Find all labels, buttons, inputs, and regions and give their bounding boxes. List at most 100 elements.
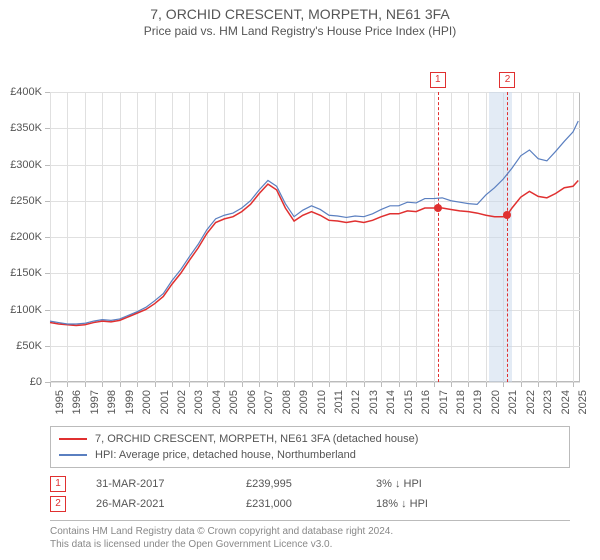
- gridline-v: [538, 92, 539, 382]
- gridline-v: [416, 92, 417, 382]
- x-axis-label: 2015: [403, 390, 415, 414]
- y-axis-label: £150K: [0, 267, 42, 279]
- gridline-v: [102, 92, 103, 382]
- chart-subtitle: Price paid vs. HM Land Registry's House …: [0, 22, 600, 42]
- x-axis-label: 1997: [89, 390, 101, 414]
- legend-item: 7, ORCHID CRESCENT, MORPETH, NE61 3FA (d…: [59, 431, 561, 447]
- footer-line-2: This data is licensed under the Open Gov…: [50, 538, 570, 551]
- x-axis-label: 2005: [228, 390, 240, 414]
- gridline-v: [242, 92, 243, 382]
- y-axis-label: £250K: [0, 195, 42, 207]
- chart-title: 7, ORCHID CRESCENT, MORPETH, NE61 3FA: [0, 0, 600, 22]
- legend-swatch: [59, 438, 87, 440]
- x-axis-label: 2013: [368, 390, 380, 414]
- x-axis-label: 2004: [211, 390, 223, 414]
- x-axis-label: 2011: [333, 390, 345, 414]
- gridline-v: [120, 92, 121, 382]
- gridline-v: [85, 92, 86, 382]
- legend-swatch: [59, 454, 87, 456]
- x-axis-label: 1996: [71, 390, 83, 414]
- sales-table: 131-MAR-2017£239,9953% ↓ HPI226-MAR-2021…: [50, 474, 570, 514]
- sale-row-marker: 1: [50, 476, 66, 492]
- x-axis-label: 1999: [124, 390, 136, 414]
- y-axis-label: £0: [0, 376, 42, 388]
- x-axis-label: 2023: [542, 390, 554, 414]
- sale-marker-box: 2: [499, 72, 515, 88]
- x-axis-label: 2010: [316, 390, 328, 414]
- gridline-v: [434, 92, 435, 382]
- footer-line-1: Contains HM Land Registry data © Crown c…: [50, 525, 570, 538]
- gridline-v: [277, 92, 278, 382]
- y-axis-label: £100K: [0, 304, 42, 316]
- gridline-v: [67, 92, 68, 382]
- sale-row: 2 26-MAR-2021 £231,000 18% ↓ HPI: [50, 494, 570, 514]
- x-axis-label: 2003: [193, 390, 205, 414]
- gridline-v: [294, 92, 295, 382]
- footer-attribution: Contains HM Land Registry data © Crown c…: [50, 520, 570, 551]
- x-axis-label: 2012: [350, 390, 362, 414]
- chart-area: £0 £50K £100K £150K £200K £250K £300K £350K £400…: [0, 42, 600, 422]
- gridline-v: [50, 92, 51, 382]
- gridline-v: [451, 92, 452, 382]
- gridline-v: [364, 92, 365, 382]
- x-axis-label: 1998: [106, 390, 118, 414]
- sale-row: 131-MAR-2017£239,9953% ↓ HPI: [50, 474, 570, 494]
- gridline-v: [381, 92, 382, 382]
- sale-marker-line: [507, 92, 508, 382]
- y-axis-label: £200K: [0, 231, 42, 243]
- gridline-v: [259, 92, 260, 382]
- gridline-v: [137, 92, 138, 382]
- legend-label: 7, ORCHID CRESCENT, MORPETH, NE61 3FA (d…: [95, 433, 418, 445]
- gridline-v: [573, 92, 574, 382]
- x-axis-label: 2021: [507, 390, 519, 414]
- legend-box: 7, ORCHID CRESCENT, MORPETH, NE61 3FA (d…: [50, 426, 570, 468]
- x-axis-label: 2002: [176, 390, 188, 414]
- legend-label: HPI: Average price, detached house, Nort…: [95, 449, 356, 461]
- gridline-v: [329, 92, 330, 382]
- y-axis-label: £400K: [0, 86, 42, 98]
- sale-row-delta: 3% ↓ HPI: [376, 478, 422, 490]
- sale-marker-box: 1: [430, 72, 446, 88]
- gridline-v: [189, 92, 190, 382]
- shaded-band: [489, 92, 512, 382]
- gridline-v: [155, 92, 156, 382]
- x-axis-label: 2000: [141, 390, 153, 414]
- gridline-v: [521, 92, 522, 382]
- gridline-v: [399, 92, 400, 382]
- x-axis-label: 2019: [472, 390, 484, 414]
- sale-row-marker: 2: [50, 496, 66, 512]
- gridline-v: [312, 92, 313, 382]
- x-axis-label: 2025: [577, 390, 589, 414]
- gridline-v: [207, 92, 208, 382]
- sale-row-price: £239,995: [246, 478, 346, 490]
- x-axis-label: 2024: [560, 390, 572, 414]
- gridline-v: [556, 92, 557, 382]
- gridline-v: [468, 92, 469, 382]
- y-axis-label: £350K: [0, 122, 42, 134]
- sale-row-date: 26-MAR-2021: [96, 498, 216, 510]
- gridline-v: [346, 92, 347, 382]
- gridline-h: [50, 382, 580, 383]
- x-axis-label: 2020: [490, 390, 502, 414]
- x-axis-label: 2018: [455, 390, 467, 414]
- x-axis-label: 2014: [385, 390, 397, 414]
- y-axis-label: £50K: [0, 340, 42, 352]
- sale-dot: [434, 204, 442, 212]
- x-axis-label: 1995: [54, 390, 66, 414]
- x-axis-label: 2016: [420, 390, 432, 414]
- sale-row-delta: 18% ↓ HPI: [376, 498, 428, 510]
- x-axis-label: 2001: [159, 390, 171, 414]
- x-axis-label: 2022: [525, 390, 537, 414]
- sale-row-price: £231,000: [246, 498, 346, 510]
- x-axis-label: 2007: [263, 390, 275, 414]
- x-axis-label: 2006: [246, 390, 258, 414]
- sale-dot: [503, 211, 511, 219]
- gridline-v: [224, 92, 225, 382]
- legend-item: HPI: Average price, detached house, Nort…: [59, 447, 561, 463]
- x-axis-label: 2008: [281, 390, 293, 414]
- x-axis-label: 2017: [438, 390, 450, 414]
- x-axis-label: 2009: [298, 390, 310, 414]
- y-axis-label: £300K: [0, 159, 42, 171]
- sale-marker-line: [438, 92, 439, 382]
- gridline-v: [172, 92, 173, 382]
